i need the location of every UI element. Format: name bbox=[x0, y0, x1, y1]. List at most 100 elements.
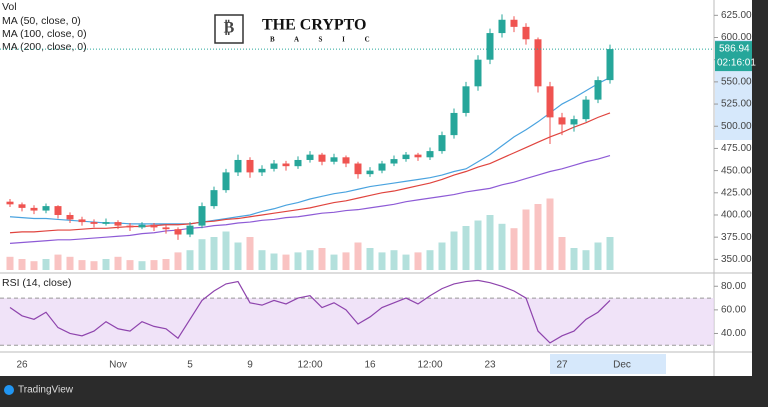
candle-body bbox=[150, 224, 158, 228]
candle-body bbox=[366, 170, 374, 175]
y-tick-label: 80.00 bbox=[721, 281, 746, 292]
candle-body bbox=[18, 204, 26, 208]
volume-bar bbox=[582, 250, 590, 270]
rsi-band bbox=[0, 298, 714, 346]
volume-bar bbox=[6, 256, 14, 270]
volume-bar bbox=[78, 260, 86, 270]
candle-body bbox=[318, 154, 326, 162]
x-tick-label: 9 bbox=[247, 360, 253, 371]
candle-body bbox=[342, 157, 350, 164]
candle-body bbox=[330, 157, 338, 162]
x-tick-label: 23 bbox=[484, 360, 496, 371]
volume-bar bbox=[402, 254, 410, 270]
candle-body bbox=[198, 206, 206, 226]
y-tick-label: 550.00 bbox=[721, 77, 752, 88]
volume-bar bbox=[594, 242, 602, 270]
candle-body bbox=[102, 222, 110, 224]
volume-bar bbox=[426, 250, 434, 270]
y-tick-label: 500.00 bbox=[721, 121, 752, 132]
last-price-box bbox=[715, 41, 752, 72]
volume-bar bbox=[354, 242, 362, 270]
volume-bar bbox=[306, 250, 314, 270]
y-tick-label: 40.00 bbox=[721, 328, 746, 339]
y-tick-label: 60.00 bbox=[721, 305, 746, 316]
candle-body bbox=[582, 99, 590, 120]
candle-body bbox=[414, 154, 422, 158]
last-price-label: 586.94 bbox=[719, 44, 750, 55]
x-tick-label: 12:00 bbox=[417, 360, 442, 371]
y-tick-label: 525.00 bbox=[721, 99, 752, 110]
x-tick-label: 26 bbox=[16, 360, 28, 371]
candle-body bbox=[534, 39, 542, 87]
candle-body bbox=[450, 112, 458, 136]
volume-bar bbox=[210, 237, 218, 270]
volume-bar bbox=[438, 242, 446, 270]
volume-bar bbox=[558, 237, 566, 270]
x-tick-label: 12:00 bbox=[297, 360, 322, 371]
volume-bar bbox=[90, 261, 98, 270]
logo-box bbox=[214, 14, 244, 44]
volume-bar bbox=[378, 252, 386, 270]
x-tick-label: Dec bbox=[613, 360, 631, 371]
candle-body bbox=[378, 163, 386, 171]
candle-body bbox=[522, 26, 530, 40]
y-tick-label: 600.00 bbox=[721, 32, 752, 43]
axis-highlight bbox=[550, 354, 666, 374]
footer[interactable]: TradingView bbox=[18, 385, 74, 396]
volume-bar bbox=[546, 198, 554, 270]
y-tick-label: 350.00 bbox=[721, 254, 752, 265]
footer-logo bbox=[4, 385, 14, 395]
ma-line bbox=[9, 112, 611, 234]
volume-bar bbox=[294, 252, 302, 270]
volume-bar bbox=[450, 231, 458, 270]
candle-body bbox=[570, 119, 578, 125]
volume-bar bbox=[222, 231, 230, 270]
candle-body bbox=[546, 86, 554, 118]
watermark-title: THE CRYPTO bbox=[262, 17, 367, 34]
candle-body bbox=[138, 224, 146, 228]
candle-body bbox=[162, 227, 170, 230]
volume-bar bbox=[114, 256, 122, 270]
candle-body bbox=[558, 117, 566, 125]
volume-bar bbox=[66, 256, 74, 270]
candle-body bbox=[402, 154, 410, 160]
volume-bar bbox=[474, 220, 482, 270]
candle-body bbox=[594, 80, 602, 100]
candle-body bbox=[6, 201, 14, 205]
volume-bar bbox=[570, 248, 578, 270]
volume-bar bbox=[30, 261, 38, 270]
candle-body bbox=[78, 219, 86, 223]
y-tick-label: 625.00 bbox=[721, 10, 752, 21]
volume-bar bbox=[258, 250, 266, 270]
volume-bar bbox=[510, 228, 518, 270]
candle-body bbox=[54, 206, 62, 215]
candle-body bbox=[90, 222, 98, 224]
candle-body bbox=[354, 163, 362, 175]
candle-body bbox=[270, 163, 278, 169]
candle-body bbox=[234, 159, 242, 173]
candle-body bbox=[282, 163, 290, 167]
volume-bar bbox=[318, 248, 326, 270]
candle-body bbox=[210, 190, 218, 207]
legend-entry: MA (200, close, 0) bbox=[2, 41, 87, 53]
volume-bar bbox=[54, 254, 62, 270]
candle-body bbox=[486, 33, 494, 60]
volume-bar bbox=[486, 215, 494, 270]
candle-body bbox=[294, 159, 302, 167]
candle-body bbox=[30, 207, 38, 211]
y-tick-label: 400.00 bbox=[721, 210, 752, 221]
volume-bar bbox=[138, 261, 146, 270]
volume-bar bbox=[522, 209, 530, 270]
legend-entry: RSI (14, close) bbox=[2, 277, 71, 289]
volume-bar bbox=[198, 239, 206, 270]
ma-line bbox=[9, 76, 611, 225]
x-tick-label: Nov bbox=[109, 360, 127, 371]
candle-body bbox=[510, 19, 518, 27]
volume-bar bbox=[342, 252, 350, 270]
volume-bar bbox=[606, 237, 614, 270]
candle-body bbox=[462, 86, 470, 113]
volume-bar bbox=[462, 226, 470, 270]
candle-body bbox=[606, 49, 614, 81]
volume-bar bbox=[282, 254, 290, 270]
